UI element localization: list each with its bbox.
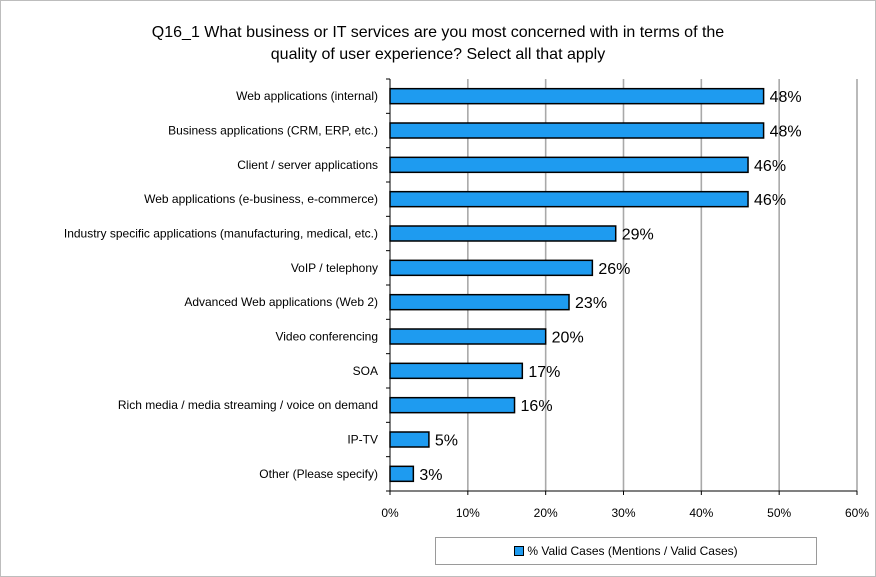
- bar: [389, 465, 415, 483]
- data-label: 17%: [528, 364, 560, 381]
- x-tick-label: 60%: [845, 506, 869, 520]
- bar: [389, 396, 516, 414]
- x-tick-label: 50%: [767, 506, 791, 520]
- category-label: Business applications (CRM, ERP, etc.): [168, 124, 378, 138]
- bar: [389, 87, 765, 105]
- category-label: Video conferencing: [275, 330, 378, 344]
- data-label: 48%: [770, 124, 802, 141]
- legend-swatch: [514, 546, 525, 556]
- chart-title: Q16_1 What business or IT services are y…: [151, 24, 725, 63]
- category-label: Web applications (internal): [236, 89, 378, 103]
- category-label: VoIP / telephony: [291, 261, 378, 275]
- x-tick-label: 20%: [534, 506, 558, 520]
- x-tick-label: 0%: [381, 506, 399, 520]
- x-tick-label: 10%: [456, 506, 480, 520]
- bar: [389, 328, 547, 345]
- data-label: 5%: [435, 433, 458, 450]
- category-label: Rich media / media streaming / voice on …: [118, 398, 378, 412]
- data-label: 26%: [598, 261, 630, 278]
- x-tick-label: 40%: [689, 506, 713, 520]
- category-label: Other (Please specify): [259, 467, 378, 481]
- category-label: SOA: [353, 364, 378, 378]
- data-label: 29%: [622, 227, 654, 244]
- chart-legend: % Valid Cases (Mentions / Valid Cases): [435, 537, 817, 565]
- data-label: 16%: [521, 398, 553, 415]
- data-label: 23%: [575, 295, 607, 312]
- category-label: Web applications (e-business, e-commerce…: [144, 192, 378, 206]
- bar: [389, 156, 749, 174]
- bar: [389, 190, 749, 208]
- data-label: 3%: [419, 467, 442, 484]
- x-tick-label: 30%: [611, 506, 635, 520]
- bar: [389, 122, 765, 139]
- category-label: Advanced Web applications (Web 2): [184, 295, 378, 309]
- data-label: 20%: [552, 330, 584, 347]
- bar: [389, 293, 570, 311]
- category-label: IP-TV: [347, 433, 378, 447]
- category-label: Industry specific applications (manufact…: [64, 227, 378, 241]
- data-label: 46%: [754, 158, 786, 175]
- legend-label: % Valid Cases (Mentions / Valid Cases): [527, 544, 738, 558]
- bar: [389, 362, 524, 380]
- data-label: 48%: [770, 89, 802, 106]
- bar: [389, 259, 594, 277]
- bar: [389, 431, 430, 448]
- data-label: 46%: [754, 192, 786, 209]
- category-label: Client / server applications: [237, 158, 378, 172]
- bar: [389, 225, 617, 242]
